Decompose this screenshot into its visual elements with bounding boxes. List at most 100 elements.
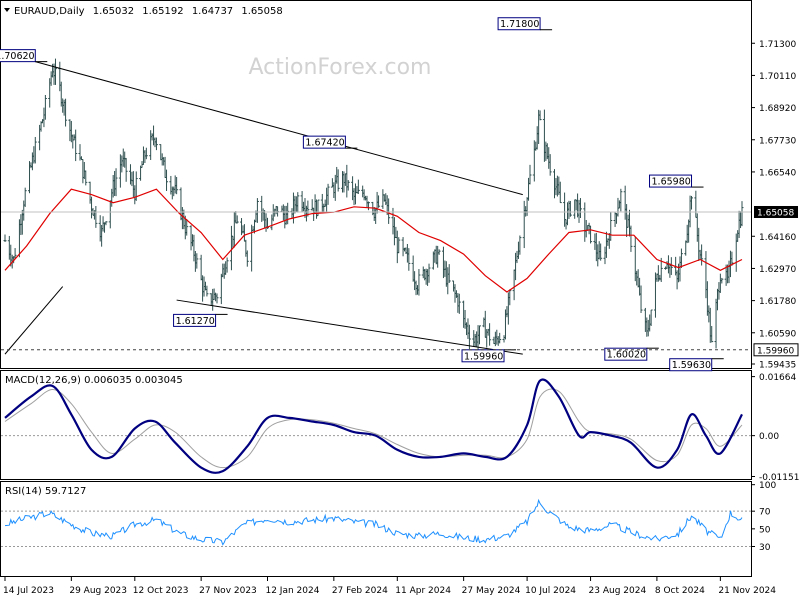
ohlc-bar [397,237,401,254]
trendline [35,61,523,196]
svg-text:1.59960: 1.59960 [464,351,503,362]
price-y-tick-label: 1.60590 [759,329,796,339]
price-y-tick-label: 1.64160 [759,233,796,243]
price-level-label: 1.61270 [173,313,228,327]
svg-text:1.59960: 1.59960 [757,346,794,356]
low-value: 1.64737 [192,6,233,17]
svg-text:1.60020: 1.60020 [607,350,646,361]
macd-y-tick-label: 0.00 [759,432,779,442]
macd-signal-line [4,388,743,469]
ohlc-bar [700,244,704,266]
x-tick-label: 12 Oct 2023 [133,586,189,596]
price-y-tick-label: 1.67730 [759,136,796,146]
ohlc-bar [447,264,451,283]
price-y-axis: 1.71300 1.70110 1.68920 1.67730 1.66540 1.641… [751,40,796,370]
ohlc-bar [417,269,421,296]
x-tick-label: 14 Jul 2023 [3,586,54,596]
ohlc-bar [94,205,98,228]
dropdown-triangle-icon[interactable] [4,8,10,12]
ohlc-bar [346,180,350,191]
ohlc-bar [740,201,744,227]
ohlc-bar [154,137,158,151]
x-tick-label: 8 Oct 2024 [655,586,705,596]
rsi-lines [4,498,743,546]
price-panel-frame [0,0,752,369]
ohlc-bar [498,332,502,344]
ohlc-bar [64,98,68,127]
ohlc-bar [245,250,249,267]
price-level-label: 1.70620 [0,49,48,63]
macd-lines [4,378,743,474]
ohlc-bar [165,169,169,191]
ohlc-bar [336,169,340,192]
rsi-line [4,498,743,546]
ohlc-bar [175,176,179,195]
ohlc-bar [609,211,613,241]
rsi-y-tick-label: 50 [759,525,771,535]
price-y-tick-label: 1.71300 [759,40,796,50]
svg-text:1.70620: 1.70620 [0,51,35,62]
ohlc-bar [538,110,542,121]
ohlc-bar [43,94,47,120]
date-x-axis: 14 Jul 2023 29 Aug 2023 12 Oct 2023 27 Nov … [3,577,776,596]
ohlc-bar [377,195,381,208]
open-value: 1.65032 [93,6,134,17]
price-y-tick-label: 1.62970 [759,265,796,275]
ohlc-bar [518,235,522,255]
ohlc-bar [23,187,27,207]
ohlc-bar [437,249,441,255]
macd-main-line [4,378,743,474]
macd-y-tick-label: 0.01664 [759,373,796,383]
ohlc-bar [478,325,482,345]
ohlc-bar [659,257,663,282]
ohlc-bar [356,179,360,195]
ohlc-bar [205,285,209,297]
ohlc-bar [366,201,370,211]
ohlc-bar [508,289,512,306]
svg-text:1.71800: 1.71800 [500,19,539,30]
svg-text:1.59630: 1.59630 [672,360,711,371]
ohlc-bar [649,309,653,326]
ohlc-bar [710,325,714,343]
ohlc-bar [578,198,582,218]
x-tick-label: 27 Nov 2023 [199,586,257,596]
moving-average-layer [4,188,743,293]
ohlc-bar [720,277,724,284]
horizontal-level-layer: 1.59960 1.65058 [1,205,799,357]
trendline [176,299,523,355]
x-tick-label: 27 Feb 2024 [332,586,388,596]
x-tick-label: 21 Nov 2024 [718,586,776,596]
svg-text:1.65980: 1.65980 [652,177,691,188]
ohlc-bar [669,257,673,275]
ohlc-bar [124,157,128,182]
rsi-panel-frame [0,481,752,577]
svg-text:1.67420: 1.67420 [305,138,344,149]
ohlc-bar [286,202,290,225]
ohlc-bar [387,198,391,224]
x-tick-label: 10 Jul 2024 [525,586,576,596]
ohlc-bar [33,136,37,164]
current-price-tag: 1.65058 [754,205,798,218]
level-price-tag: 1.59960 [753,343,799,357]
ohlc-bar [589,225,593,244]
ohlc-bar [730,251,734,266]
ohlc-bar [185,218,189,236]
x-tick-label: 29 Aug 2023 [69,586,127,596]
ohlc-bar [599,243,603,261]
ohlc-bar [619,188,623,212]
close-value: 1.65058 [241,6,282,17]
ohlc-bar [84,170,88,186]
ohlc-bar [467,324,471,350]
x-tick-label: 23 Aug 2024 [589,586,647,596]
ohlc-bar [326,183,330,205]
rsi-y-tick-label: 70 [759,508,771,518]
ohlc-bar [558,181,562,204]
ohlc-bar [548,154,552,176]
macd-panel-frame [0,370,752,480]
svg-text:EURAUD,Daily 1.65032: EURAUD,Daily 1.65032 1.65192 1.64737 1.6… [14,6,283,17]
ohlc-bar [13,248,17,259]
price-y-tick-label: 1.66540 [759,168,796,178]
ohlc-bar [306,200,310,217]
rsi-y-tick-label: 100 [759,481,776,491]
